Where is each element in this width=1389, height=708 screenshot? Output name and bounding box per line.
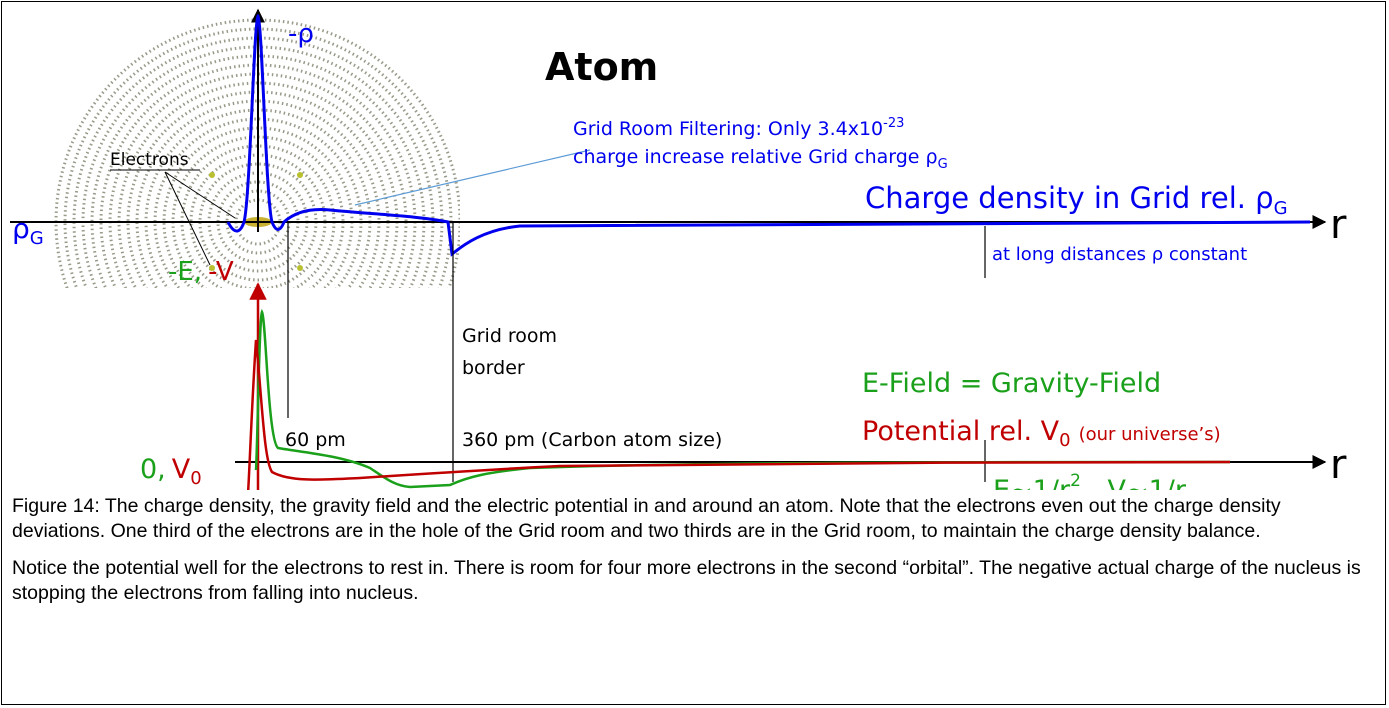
electrons-label: Electrons [110, 150, 189, 170]
caption: Figure 14: The charge density, the gravi… [12, 494, 1372, 618]
text: -V [208, 257, 234, 287]
border-label: border [462, 357, 525, 379]
rho-g-label: ρG [12, 212, 44, 249]
r-label: r [1330, 442, 1347, 488]
pm-label: 60 pm [285, 429, 346, 451]
text: -E, [168, 257, 202, 287]
callout-line [354, 149, 591, 206]
potential-label: Potential rel. V0 (our universe’s) [862, 416, 1221, 451]
charge-density-curve [226, 13, 1311, 257]
law-label: E~1/r2, V~1/r [993, 471, 1187, 490]
text: E~1/r [993, 475, 1071, 490]
sub: G [938, 157, 948, 172]
text: Grid Room Filtering: Only 3.4x10 [573, 118, 883, 140]
text: ρ [12, 212, 30, 245]
sub: G [30, 228, 44, 249]
caption-paragraph: Notice the potential well for the electr… [12, 557, 1361, 604]
text: V [172, 454, 191, 485]
electron-pointers [110, 169, 236, 266]
text: Charge density in Grid rel. ρ [865, 181, 1274, 215]
text: , [1081, 475, 1090, 490]
sup: -23 [883, 116, 904, 131]
sub: G [1274, 198, 1288, 219]
origin-label: 0, V0 [140, 454, 202, 489]
sup: 2 [1070, 471, 1081, 490]
pm-label: 360 pm (Carbon atom size) [462, 429, 722, 451]
r-label: r [1330, 202, 1347, 248]
field-axis-label: -E, -V [168, 257, 234, 287]
density-label: Charge density in Grid rel. ρG [865, 181, 1288, 219]
title: Atom [545, 45, 658, 89]
diagram: Atom -ρ Grid Room Filtering: Only 3.4x10… [10, 8, 1347, 490]
long-distance-note: at long distances ρ constant [992, 244, 1247, 265]
rho-label: -ρ [288, 19, 314, 49]
filter-note: charge increase relative Grid charge ρG [573, 146, 948, 172]
sub: 0 [1059, 430, 1070, 451]
text: V~1/r [1107, 475, 1186, 490]
text: 0, [140, 454, 166, 485]
text: Potential rel. V [862, 416, 1060, 447]
electron-dots [209, 172, 303, 271]
marker-lines [287, 222, 986, 482]
potential-curve [246, 339, 1231, 490]
filter-note: Grid Room Filtering: Only 3.4x10-23 [573, 116, 904, 140]
text: charge increase relative Grid charge ρ [573, 146, 938, 168]
caption-paragraph: Figure 14: The charge density, the gravi… [12, 495, 1281, 542]
border-label: Grid room [462, 325, 557, 347]
sub: 0 [190, 468, 201, 489]
e-field-curve [254, 308, 1231, 489]
efield-label: E-Field = Gravity-Field [862, 368, 1161, 399]
text: (our universe’s) [1079, 424, 1221, 445]
